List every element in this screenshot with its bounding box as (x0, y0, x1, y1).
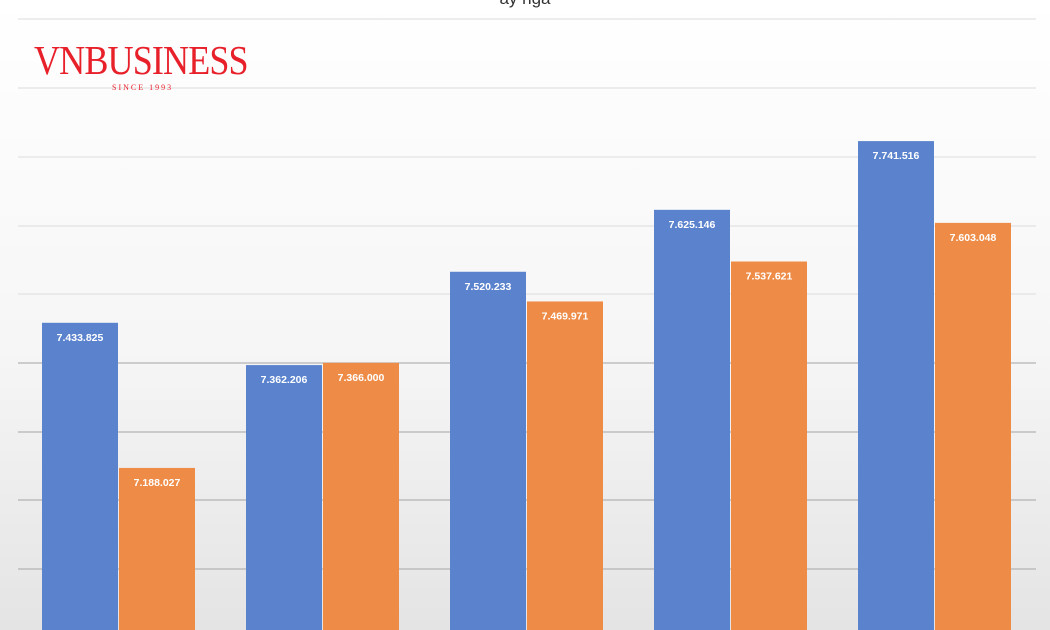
bar-value-label: 7.366.000 (338, 372, 385, 384)
bar-series-2 (323, 362, 399, 630)
bars (42, 141, 1011, 630)
bar-series-2 (119, 467, 195, 630)
vnbusiness-logo: VNBUSINESS SINCE 1993 (34, 38, 254, 92)
bar-series-1 (654, 209, 730, 630)
bar-value-label: 7.741.516 (873, 150, 920, 162)
bar-series-1 (246, 365, 322, 630)
bar-value-label: 7.537.621 (746, 270, 793, 282)
bar-value-label: 7.520.233 (465, 281, 512, 293)
logo-since-text: SINCE 1993 (112, 83, 174, 92)
bar-series-2 (527, 301, 603, 630)
bar-value-label: 7.469.971 (542, 310, 589, 322)
bar-value-label: 7.625.146 (669, 219, 716, 231)
bar-value-label: 7.362.206 (261, 374, 308, 386)
bar-value-label: 7.603.048 (950, 232, 997, 244)
bar-series-1 (858, 141, 934, 630)
chart-title-fragment: ẩy ngâ (499, 0, 551, 8)
bar-value-labels: 7.433.825 7.188.027 7.362.206 7.366.000 7.52… (57, 150, 997, 489)
logo-wordmark: VNBUSINESS (34, 37, 249, 83)
bar-value-label: 7.433.825 (57, 332, 104, 344)
bar-value-label: 7.188.027 (134, 477, 181, 489)
bar-series-1 (450, 271, 526, 630)
bar-series-2 (935, 222, 1011, 630)
bar-series-2 (731, 261, 807, 630)
bar-series-1 (42, 322, 118, 630)
